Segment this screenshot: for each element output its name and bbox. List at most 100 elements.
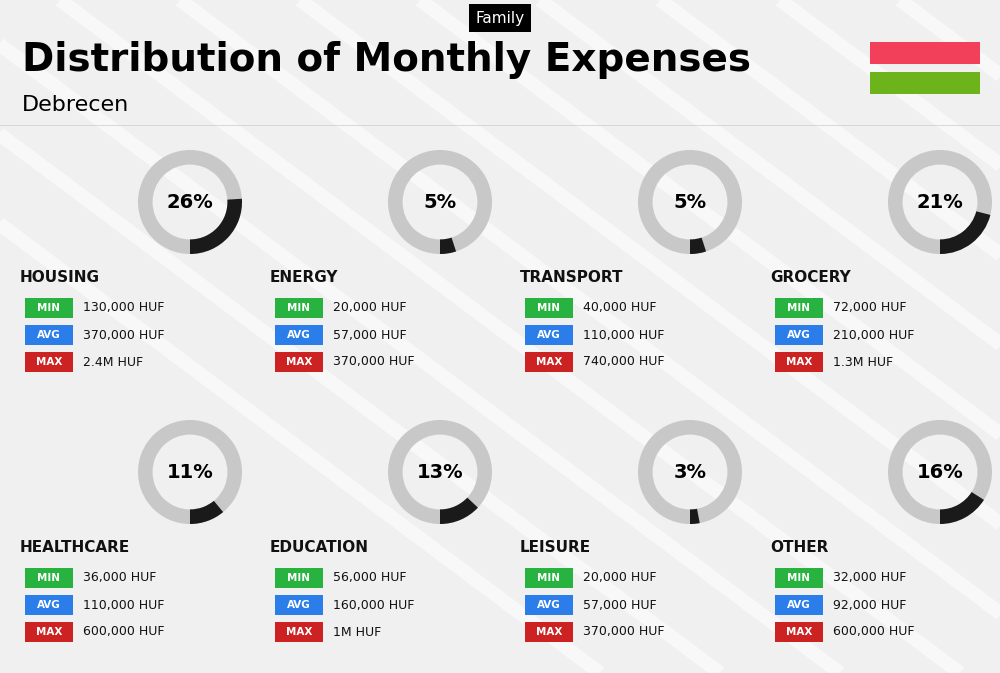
Text: MIN: MIN <box>288 303 310 313</box>
Text: Distribution of Monthly Expenses: Distribution of Monthly Expenses <box>22 41 751 79</box>
Text: EDUCATION: EDUCATION <box>270 540 369 555</box>
Text: OTHER: OTHER <box>770 540 828 555</box>
FancyBboxPatch shape <box>25 622 73 642</box>
Wedge shape <box>940 492 984 524</box>
FancyBboxPatch shape <box>775 352 823 372</box>
Text: AVG: AVG <box>287 600 311 610</box>
FancyBboxPatch shape <box>275 325 323 345</box>
Text: 130,000 HUF: 130,000 HUF <box>83 302 164 314</box>
Text: MIN: MIN <box>538 303 560 313</box>
Wedge shape <box>690 509 700 524</box>
Text: AVG: AVG <box>37 330 61 340</box>
Text: 21%: 21% <box>917 192 963 211</box>
Text: 72,000 HUF: 72,000 HUF <box>833 302 906 314</box>
Text: MAX: MAX <box>786 357 812 367</box>
FancyBboxPatch shape <box>525 595 573 615</box>
FancyBboxPatch shape <box>525 325 573 345</box>
Text: 92,000 HUF: 92,000 HUF <box>833 598 906 612</box>
Text: Family: Family <box>475 11 525 26</box>
FancyBboxPatch shape <box>275 622 323 642</box>
Text: MAX: MAX <box>36 357 62 367</box>
Text: MAX: MAX <box>36 627 62 637</box>
Text: 110,000 HUF: 110,000 HUF <box>83 598 164 612</box>
Wedge shape <box>440 238 456 254</box>
Text: 57,000 HUF: 57,000 HUF <box>333 328 407 341</box>
Text: 210,000 HUF: 210,000 HUF <box>833 328 914 341</box>
FancyBboxPatch shape <box>525 352 573 372</box>
Text: ENERGY: ENERGY <box>270 271 338 285</box>
FancyBboxPatch shape <box>25 325 73 345</box>
Text: 5%: 5% <box>673 192 707 211</box>
Text: MIN: MIN <box>538 573 560 583</box>
FancyBboxPatch shape <box>25 298 73 318</box>
Text: 57,000 HUF: 57,000 HUF <box>583 598 657 612</box>
Text: AVG: AVG <box>287 330 311 340</box>
Text: AVG: AVG <box>537 600 561 610</box>
Text: MIN: MIN <box>788 303 810 313</box>
FancyBboxPatch shape <box>775 595 823 615</box>
FancyBboxPatch shape <box>275 568 323 588</box>
FancyBboxPatch shape <box>25 595 73 615</box>
Text: MIN: MIN <box>38 573 60 583</box>
FancyBboxPatch shape <box>25 352 73 372</box>
FancyBboxPatch shape <box>775 622 823 642</box>
FancyBboxPatch shape <box>275 595 323 615</box>
Text: 740,000 HUF: 740,000 HUF <box>583 355 664 369</box>
Text: 1.3M HUF: 1.3M HUF <box>833 355 893 369</box>
FancyBboxPatch shape <box>525 298 573 318</box>
Text: 370,000 HUF: 370,000 HUF <box>83 328 164 341</box>
Text: MIN: MIN <box>38 303 60 313</box>
Text: 20,000 HUF: 20,000 HUF <box>333 302 406 314</box>
Text: 26%: 26% <box>167 192 213 211</box>
Text: AVG: AVG <box>787 600 811 610</box>
Text: GROCERY: GROCERY <box>770 271 851 285</box>
Text: MAX: MAX <box>536 627 562 637</box>
Text: 36,000 HUF: 36,000 HUF <box>83 571 156 584</box>
Text: 160,000 HUF: 160,000 HUF <box>333 598 414 612</box>
Wedge shape <box>638 150 742 254</box>
FancyBboxPatch shape <box>870 72 980 94</box>
Text: TRANSPORT: TRANSPORT <box>520 271 624 285</box>
Text: 20,000 HUF: 20,000 HUF <box>583 571 656 584</box>
FancyBboxPatch shape <box>775 298 823 318</box>
Text: MIN: MIN <box>788 573 810 583</box>
FancyBboxPatch shape <box>275 298 323 318</box>
Text: MAX: MAX <box>536 357 562 367</box>
Wedge shape <box>440 497 478 524</box>
Text: HEALTHCARE: HEALTHCARE <box>20 540 130 555</box>
Text: LEISURE: LEISURE <box>520 540 591 555</box>
Text: 40,000 HUF: 40,000 HUF <box>583 302 656 314</box>
Text: 5%: 5% <box>423 192 457 211</box>
Text: AVG: AVG <box>537 330 561 340</box>
Wedge shape <box>888 150 992 254</box>
Wedge shape <box>690 238 706 254</box>
Wedge shape <box>190 501 223 524</box>
Text: 370,000 HUF: 370,000 HUF <box>583 625 664 639</box>
Text: MAX: MAX <box>286 627 312 637</box>
Text: AVG: AVG <box>787 330 811 340</box>
FancyBboxPatch shape <box>525 568 573 588</box>
Text: AVG: AVG <box>37 600 61 610</box>
Text: 16%: 16% <box>917 462 963 481</box>
Wedge shape <box>190 199 242 254</box>
FancyBboxPatch shape <box>775 325 823 345</box>
Text: 11%: 11% <box>167 462 213 481</box>
Text: 56,000 HUF: 56,000 HUF <box>333 571 406 584</box>
FancyBboxPatch shape <box>275 352 323 372</box>
Text: 600,000 HUF: 600,000 HUF <box>833 625 914 639</box>
Text: 600,000 HUF: 600,000 HUF <box>83 625 164 639</box>
Text: 1M HUF: 1M HUF <box>333 625 381 639</box>
Wedge shape <box>138 420 242 524</box>
Text: 3%: 3% <box>674 462 706 481</box>
Text: 32,000 HUF: 32,000 HUF <box>833 571 906 584</box>
Text: MIN: MIN <box>288 573 310 583</box>
Text: 2.4M HUF: 2.4M HUF <box>83 355 143 369</box>
FancyBboxPatch shape <box>870 42 980 64</box>
Text: MAX: MAX <box>786 627 812 637</box>
Text: 370,000 HUF: 370,000 HUF <box>333 355 415 369</box>
Text: 13%: 13% <box>417 462 463 481</box>
Wedge shape <box>940 211 990 254</box>
Text: 110,000 HUF: 110,000 HUF <box>583 328 664 341</box>
Wedge shape <box>888 420 992 524</box>
Text: Debrecen: Debrecen <box>22 95 129 115</box>
